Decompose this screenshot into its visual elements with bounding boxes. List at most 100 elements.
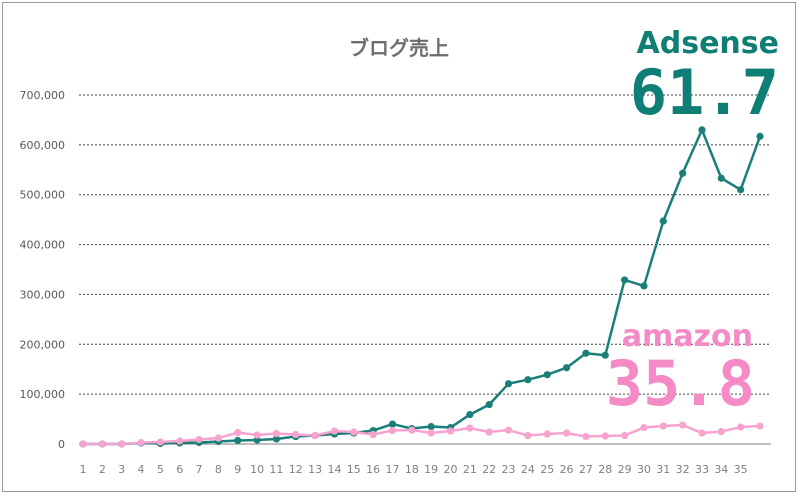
amazon-point [582,432,590,441]
amazon-point [621,431,629,440]
amazon-point [466,424,474,432]
amazon-point [562,429,571,437]
y-tick-label: 500,000 [20,189,66,202]
amazon-point [427,429,435,437]
x-tick-label: 23 [502,463,516,476]
adsense-point [485,401,493,409]
x-tick-label: 2 [99,463,106,476]
amazon-point [253,431,261,439]
amazon-point [504,426,513,434]
y-tick-label: 200,000 [20,338,66,351]
amazon-point [388,426,397,435]
x-tick-label: 3 [118,463,125,476]
amazon-point [543,430,551,438]
x-tick-label: 12 [289,463,303,476]
adsense-point [601,351,609,359]
adsense-point [679,169,687,177]
adsense-point [253,436,261,444]
amazon-point [524,431,532,440]
x-tick-label: 15 [347,463,361,476]
x-tick-label: 31 [656,463,670,476]
amazon-point [292,430,300,439]
x-tick-label: 34 [714,463,728,476]
adsense-point [640,282,648,290]
x-tick-label: 21 [463,463,477,476]
x-tick-label: 25 [540,463,554,476]
x-tick-label: 24 [521,463,535,476]
line-chart: ブログ売上 0 100,000 200,000 300,000 400,000 500,0… [20,26,780,476]
x-tick-label: 13 [308,463,322,476]
x-tick-label: 11 [269,463,283,476]
adsense-point [582,349,590,357]
x-tick-label: 14 [327,463,341,476]
y-tick-label: 300,000 [20,288,66,301]
x-tick-label: 7 [196,463,203,476]
adsense-label: Adsense [637,26,779,61]
chart-title: ブログ売上 [349,36,449,60]
adsense-point [621,276,629,284]
amazon-value: 35.8 [606,347,755,420]
amazon-point [156,438,164,446]
x-tick-label: 10 [250,463,264,476]
amazon-point [176,437,184,445]
adsense-point [717,174,725,182]
x-tick-label: 22 [482,463,496,476]
adsense-point [234,436,242,445]
amazon-point [485,428,493,436]
amazon-point [640,423,648,432]
adsense-point [466,410,474,419]
x-tick-label: 1 [80,463,87,476]
amazon-point [756,422,764,430]
x-tick-label: 4 [138,463,145,476]
amazon-point [717,427,725,436]
amazon-point [369,430,377,439]
adsense-point [737,186,745,194]
x-tick-label: 32 [676,463,690,476]
x-tick-label: 30 [637,463,651,476]
x-tick-label: 9 [234,463,241,476]
amazon-point [214,434,222,442]
amazon-point [195,435,203,444]
amazon-point [137,438,145,447]
amazon-point [698,429,706,437]
x-tick-label: 17 [385,463,399,476]
amazon-point [98,440,106,448]
x-tick-label: 6 [176,463,183,476]
amazon-point [234,428,242,437]
x-tick-label: 19 [424,463,438,476]
x-axis-ticks: 1 2 3 4 5 6 7 8 9 10 11 12 13 14 15 16 17 18 19 20 21 22 23 24 2… [80,463,748,476]
y-tick-label: 0 [58,438,65,451]
x-tick-label: 35 [734,463,748,476]
amazon-point [737,423,745,431]
x-tick-label: 26 [560,463,574,476]
x-tick-label: 28 [598,463,612,476]
amazon-point [311,431,319,440]
amazon-point [118,440,126,448]
amazon-point [272,429,281,438]
adsense-value: 61.7 [630,56,779,129]
amazon-point [601,432,609,440]
y-tick-label: 600,000 [20,139,66,152]
y-tick-label: 700,000 [20,89,66,102]
adsense-point [388,420,397,428]
amazon-point [350,428,358,436]
x-tick-label: 5 [157,463,164,476]
x-tick-label: 8 [215,463,222,476]
adsense-point [427,422,435,431]
adsense-point [756,132,764,140]
series-group [79,126,764,448]
x-tick-label: 33 [695,463,709,476]
amazon-point [330,427,339,435]
x-tick-label: 29 [618,463,632,476]
adsense-point [543,371,551,379]
x-tick-label: 20 [444,463,458,476]
y-tick-label: 100,000 [20,388,66,401]
amazon-point [408,426,416,434]
adsense-point [524,376,532,384]
amazon-point [679,421,687,429]
adsense-point [562,364,571,372]
amazon-label: amazon [622,319,753,354]
adsense-point [272,435,281,443]
adsense-point [504,380,513,388]
